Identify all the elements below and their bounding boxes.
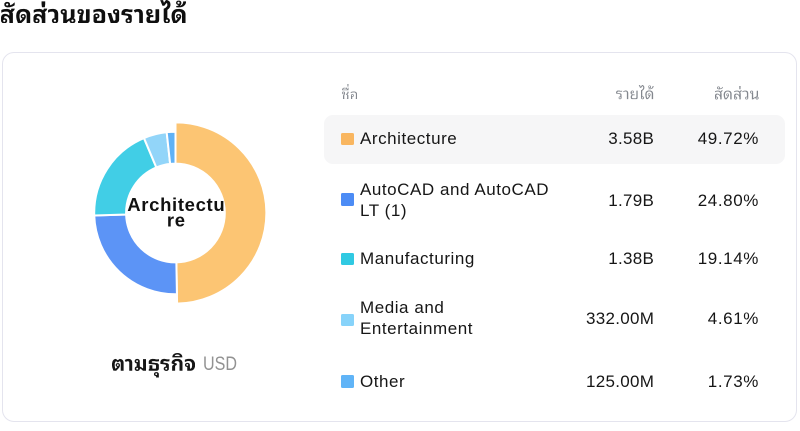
svg-text:Architectu: Architectu	[127, 194, 225, 215]
svg-text:re: re	[167, 209, 186, 230]
